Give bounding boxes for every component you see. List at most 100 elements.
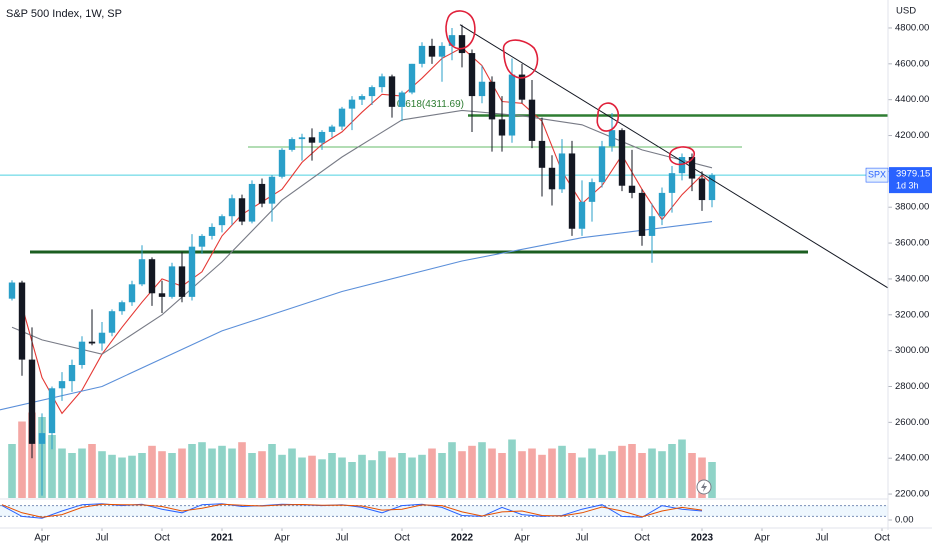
- volume-bar: [98, 451, 106, 498]
- last-price-label: 3979.15: [896, 169, 930, 180]
- volume-bar: [658, 451, 666, 498]
- candle-body: [278, 149, 286, 177]
- candle-body: [618, 130, 626, 186]
- candle-body: [388, 76, 396, 107]
- y-tick-label: 3200.00: [895, 309, 929, 320]
- candle-body: [168, 266, 176, 297]
- volume-bar: [638, 453, 646, 498]
- candle-body: [638, 192, 646, 236]
- candle-body: [378, 76, 386, 88]
- candle-body: [68, 364, 76, 382]
- candle-body: [408, 63, 416, 93]
- volume-bar: [558, 445, 566, 498]
- x-tick-label: Apr: [274, 533, 290, 544]
- x-tick-label: Jul: [96, 533, 109, 544]
- alert-icon-bolt: [701, 482, 707, 492]
- currency-label: USD: [896, 6, 916, 17]
- volume-bar: [348, 462, 356, 498]
- candle-body: [88, 341, 96, 344]
- volume-bar: [688, 453, 696, 498]
- level-label: 0.618(4311.69): [397, 99, 464, 110]
- candle-body: [598, 146, 606, 183]
- candle-body: [608, 130, 616, 147]
- candle-body: [158, 293, 166, 297]
- volume-bar: [48, 435, 56, 498]
- candle-body: [648, 216, 656, 236]
- candle-body: [448, 35, 456, 46]
- y-tick-label: 2600.00: [895, 417, 929, 428]
- candle-body: [58, 381, 66, 389]
- candle-body: [198, 235, 206, 247]
- volume-bar: [158, 451, 166, 498]
- volume-bar: [438, 453, 446, 498]
- x-tick-label: Oct: [394, 533, 410, 544]
- y-tick-label: 4400.00: [895, 94, 929, 105]
- volume-bar: [598, 454, 606, 498]
- volume-bar: [168, 453, 176, 498]
- x-tick-label: 2023: [691, 533, 714, 544]
- candle-body: [328, 126, 336, 132]
- candle-body: [318, 131, 326, 143]
- candle-body: [288, 139, 296, 150]
- volume-bar: [478, 442, 486, 498]
- candle-body: [128, 284, 136, 303]
- volume-bar: [178, 448, 186, 498]
- candle-body: [588, 182, 596, 202]
- volume-bar: [458, 451, 466, 498]
- volume-bar: [338, 457, 346, 498]
- x-tick-label: Jul: [336, 533, 349, 544]
- volume-bar: [268, 444, 276, 498]
- stoch-band-fill: [0, 505, 888, 517]
- x-tick-label: Apr: [754, 533, 770, 544]
- price-badge: [889, 167, 932, 194]
- candle-body: [148, 259, 156, 294]
- volume-bar: [528, 448, 536, 498]
- y-tick-label: 4600.00: [895, 58, 929, 69]
- candle-body: [28, 359, 36, 444]
- candle-body: [228, 198, 236, 217]
- candle-body: [668, 173, 676, 193]
- candle-body: [78, 341, 86, 365]
- countdown-label: 1d 3h: [896, 180, 919, 190]
- candle-body: [268, 176, 276, 204]
- candle-body: [258, 183, 266, 204]
- candle-body: [338, 108, 346, 127]
- volume-bar: [418, 454, 426, 498]
- candle-body: [628, 185, 636, 193]
- candle-body: [568, 153, 576, 229]
- x-tick-label: Apr: [34, 533, 50, 544]
- volume-bar: [398, 453, 406, 498]
- volume-bar: [248, 453, 256, 498]
- volume-bar: [78, 448, 86, 498]
- peak-circle: [502, 39, 539, 79]
- volume-bar: [138, 453, 146, 498]
- candle-body: [538, 140, 546, 168]
- volume-bar: [128, 455, 136, 498]
- volume-bar: [318, 459, 326, 498]
- y-tick-label: 2800.00: [895, 381, 929, 392]
- candle-body: [238, 198, 246, 222]
- candle-body: [508, 74, 516, 136]
- volume-bar: [328, 453, 336, 498]
- candle-body: [698, 178, 706, 201]
- candle-body: [38, 433, 46, 444]
- x-tick-label: 2022: [451, 533, 474, 544]
- volume-bar: [358, 454, 366, 498]
- volume-bar: [388, 457, 396, 498]
- y-tick-label: 4200.00: [895, 130, 929, 141]
- volume-bar: [298, 457, 306, 498]
- candle-body: [578, 201, 586, 229]
- volume-bar: [108, 454, 116, 498]
- volume-bar: [238, 442, 246, 498]
- volume-bar: [228, 448, 236, 498]
- volume-bar: [648, 448, 656, 498]
- volume-bar: [548, 448, 556, 498]
- volume-bar: [518, 451, 526, 498]
- volume-bar: [578, 457, 586, 498]
- candle-body: [358, 96, 366, 100]
- x-tick-label: Oct: [154, 533, 170, 544]
- candle-body: [458, 35, 466, 54]
- candle-body: [118, 302, 126, 312]
- volume-bar: [188, 444, 196, 498]
